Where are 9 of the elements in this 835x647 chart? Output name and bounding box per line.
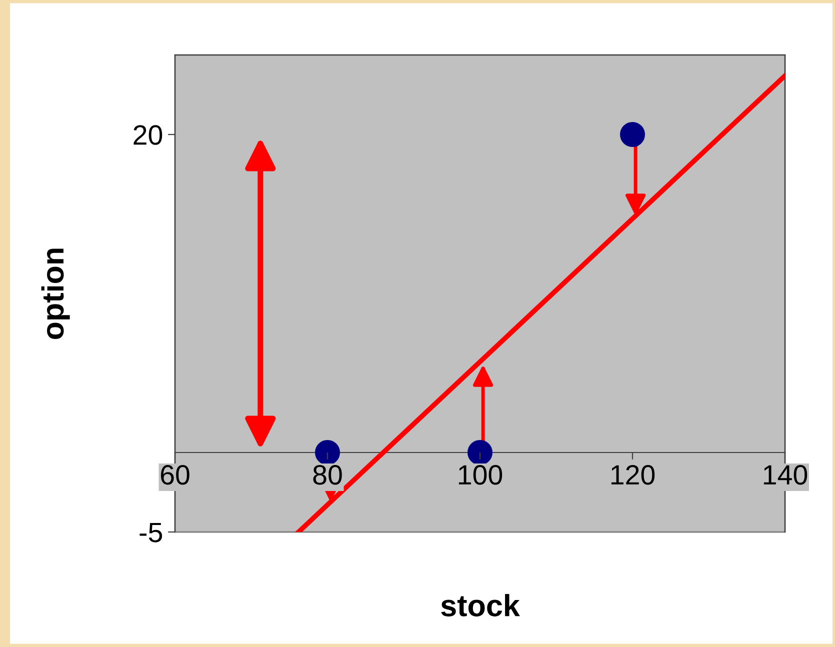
x-tick-label: 120 bbox=[611, 465, 655, 485]
y-axis-title: option bbox=[41, 248, 70, 339]
y-tick-label: -5 bbox=[140, 522, 162, 542]
y-tick-label: 20 bbox=[134, 125, 162, 145]
x-tick-label: 140 bbox=[764, 465, 808, 485]
x-tick-label: 80 bbox=[313, 465, 342, 485]
x-tick-label: 100 bbox=[458, 465, 502, 485]
x-axis-title: stock bbox=[441, 594, 520, 616]
x-tick-label: 60 bbox=[160, 465, 190, 485]
